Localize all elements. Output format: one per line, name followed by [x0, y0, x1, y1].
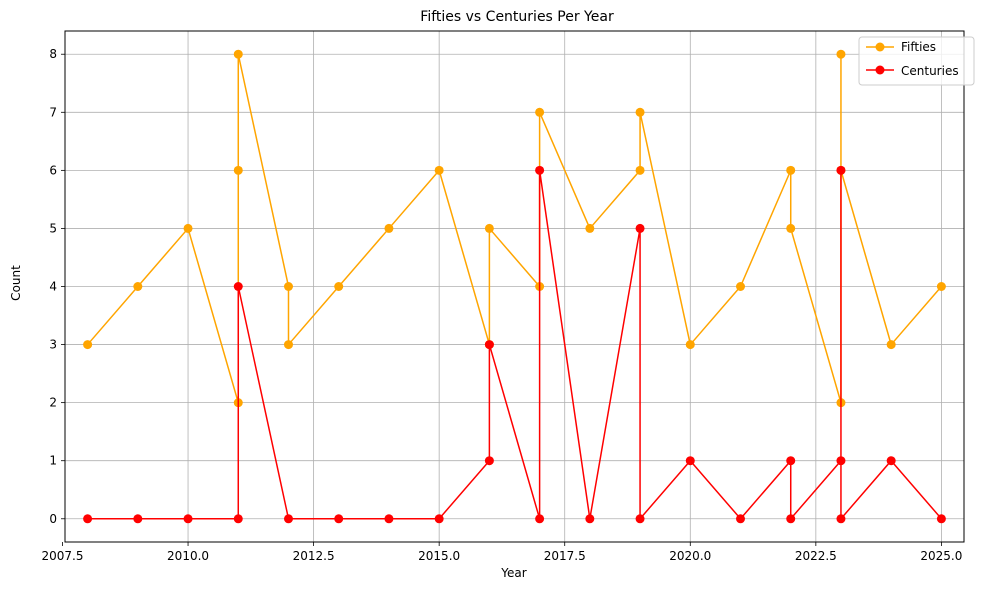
- y-tick-label: 2: [49, 396, 57, 410]
- x-axis-ticks: 2007.5 2010.0 2012.5 2015.0 2017.5 2020.0 2022…: [41, 542, 962, 563]
- data-point-fifties: [233, 49, 243, 59]
- data-point-fifties: [685, 340, 695, 350]
- data-point-centuries: [484, 456, 494, 466]
- y-axis-label: Count: [9, 265, 23, 301]
- y-tick-label: 0: [49, 512, 57, 526]
- data-point-centuries: [183, 514, 193, 524]
- data-point-centuries: [836, 165, 846, 175]
- data-point-centuries: [83, 514, 93, 524]
- data-point-fifties: [585, 223, 595, 233]
- legend: Fifties Centuries: [858, 36, 975, 86]
- series: [83, 49, 946, 524]
- legend-label-centuries: Centuries: [901, 64, 959, 78]
- data-point-fifties: [484, 223, 494, 233]
- y-tick-label: 5: [49, 221, 57, 235]
- x-tick-label: 2025.0: [920, 549, 962, 563]
- data-point-fifties: [334, 282, 344, 291]
- x-tick-label: 2017.5: [544, 549, 586, 563]
- data-point-fifties: [836, 49, 846, 59]
- data-point-fifties: [635, 165, 645, 175]
- x-tick-label: 2015.0: [418, 549, 460, 563]
- data-point-fifties: [283, 340, 293, 350]
- data-point-fifties: [233, 165, 243, 175]
- data-point-fifties: [786, 223, 796, 233]
- data-point-centuries: [886, 456, 896, 466]
- legend-box: [858, 36, 975, 86]
- data-point-centuries: [786, 514, 796, 524]
- data-point-fifties: [886, 340, 896, 350]
- data-point-centuries: [786, 456, 796, 466]
- x-tick-label: 2012.5: [293, 549, 335, 563]
- grid: [65, 31, 964, 542]
- y-tick-label: 3: [49, 338, 57, 352]
- data-point-centuries: [535, 514, 545, 524]
- data-point-centuries: [133, 514, 143, 524]
- y-tick-label: 4: [49, 280, 57, 294]
- data-point-fifties: [133, 282, 143, 291]
- x-tick-label: 2010.0: [167, 549, 209, 563]
- data-point-fifties: [786, 165, 796, 175]
- data-point-centuries: [736, 514, 746, 524]
- x-axis-label: Year: [500, 566, 526, 580]
- data-point-centuries: [635, 514, 645, 524]
- data-point-fifties: [535, 107, 545, 117]
- data-point-centuries: [434, 514, 444, 524]
- data-point-centuries: [685, 456, 695, 466]
- data-point-centuries: [334, 514, 344, 524]
- y-tick-label: 1: [49, 454, 57, 468]
- y-tick-label: 7: [49, 105, 57, 119]
- data-point-fifties: [635, 107, 645, 117]
- series-centuries: [83, 165, 946, 524]
- data-point-fifties: [434, 165, 444, 175]
- data-point-fifties: [936, 282, 946, 291]
- data-point-centuries: [936, 514, 946, 524]
- data-point-fifties: [384, 223, 394, 233]
- data-point-fifties: [83, 340, 93, 350]
- x-tick-label: 2022.5: [795, 549, 837, 563]
- y-tick-label: 6: [49, 163, 57, 177]
- data-point-centuries: [635, 223, 645, 233]
- y-axis-ticks: 0 1 2 3 4 5 6 7 8: [49, 47, 65, 526]
- chart-title: Fifties vs Centuries Per Year: [420, 9, 614, 25]
- data-point-centuries: [484, 340, 494, 350]
- data-point-fifties: [283, 282, 293, 291]
- data-point-centuries: [384, 514, 394, 524]
- data-point-fifties: [736, 282, 746, 291]
- x-tick-label: 2020.0: [669, 549, 711, 563]
- data-point-centuries: [535, 165, 545, 175]
- data-point-centuries: [233, 514, 243, 524]
- data-point-centuries: [836, 456, 846, 466]
- legend-marker-fifties: [875, 42, 885, 52]
- legend-marker-centuries: [875, 65, 885, 75]
- data-point-fifties: [183, 223, 193, 233]
- data-point-centuries: [836, 514, 846, 524]
- y-tick-label: 8: [49, 47, 57, 61]
- data-point-centuries: [283, 514, 293, 524]
- legend-label-fifties: Fifties: [901, 40, 936, 54]
- x-tick-label: 2007.5: [41, 549, 83, 563]
- data-point-centuries: [233, 282, 243, 291]
- data-point-centuries: [585, 514, 595, 524]
